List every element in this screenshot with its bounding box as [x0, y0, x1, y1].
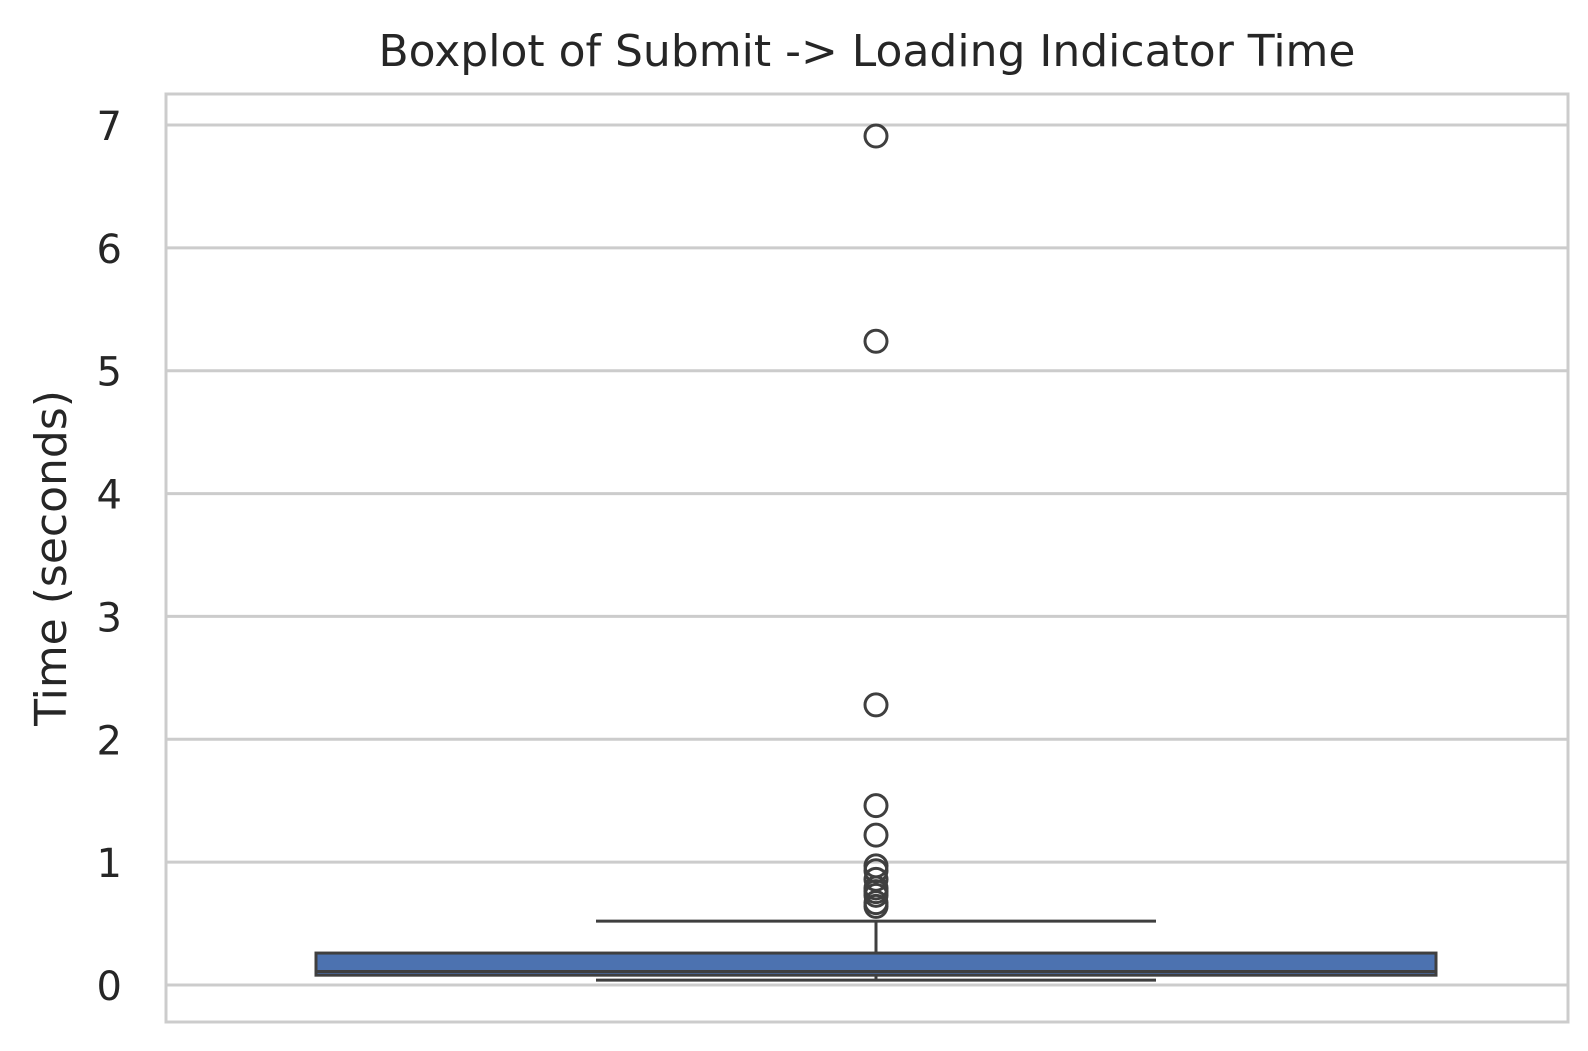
y-tick-label-5: 5 — [97, 350, 122, 396]
y-tick-label-7: 7 — [97, 104, 122, 150]
y-tick-label-4: 4 — [97, 473, 122, 519]
outlier-point-3 — [863, 793, 889, 819]
y-tick-label-0: 0 — [97, 964, 122, 1010]
y-tick-label-1: 1 — [97, 841, 122, 887]
iqr-box — [314, 951, 1438, 977]
y-tick-label-2: 2 — [97, 718, 122, 764]
boxplot-marks — [314, 123, 1438, 982]
outlier-point-12 — [863, 893, 889, 919]
plot-frame — [164, 92, 1570, 1024]
outlier-point-0 — [863, 123, 889, 149]
grid-lines — [166, 123, 1568, 987]
y-tick-label-6: 6 — [97, 227, 122, 273]
outlier-point-1 — [863, 328, 889, 354]
outlier-point-4 — [863, 822, 889, 848]
y-tick-labels: 0 1 2 3 4 5 6 7 — [97, 104, 122, 1010]
outlier-point-10 — [863, 882, 889, 908]
chart-title: Boxplot of Submit -> Loading Indicator T… — [379, 26, 1356, 77]
y-axis-label: Time (seconds) — [26, 390, 77, 727]
outlier-point-2 — [863, 692, 889, 718]
y-tick-label-3: 3 — [97, 595, 122, 641]
